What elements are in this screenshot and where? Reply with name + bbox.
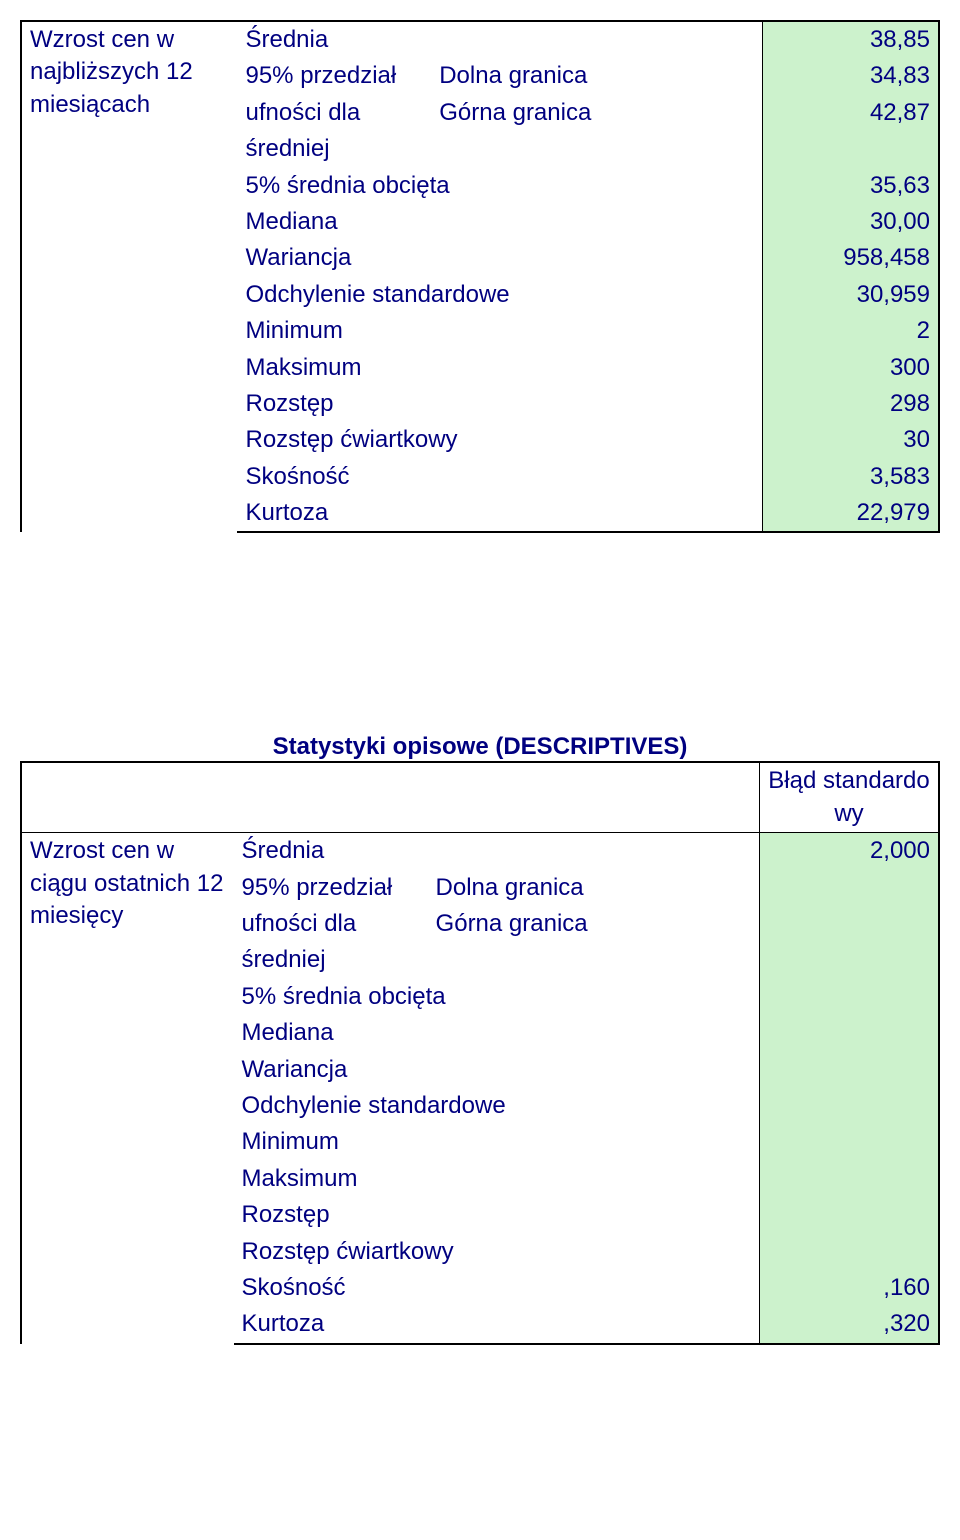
stat-label: 95% przedział (237, 58, 431, 94)
stat-label: 95% przedział (234, 870, 428, 906)
stat-value (760, 1124, 939, 1160)
stat-value: 30,959 (762, 277, 939, 313)
stat-label: Minimum (237, 313, 762, 349)
stat-sublabel (428, 833, 760, 870)
stat-label: Skośność (237, 459, 762, 495)
stat-label: Wariancja (237, 240, 762, 276)
stat-sublabel: Dolna granica (431, 58, 762, 94)
stat-sublabel (431, 21, 762, 58)
stat-value: 2 (762, 313, 939, 349)
stats-table-1: Wzrost cen w najbliższych 12 miesiącach … (20, 20, 940, 533)
stat-label: średniej (237, 131, 431, 167)
stat-label: Rozstęp ćwiartkowy (234, 1234, 760, 1270)
stat-value: 298 (762, 386, 939, 422)
stat-sublabel: Górna granica (431, 95, 762, 131)
stat-value: 42,87 (762, 95, 939, 131)
stat-label: Rozstęp (234, 1197, 760, 1233)
stat-label: Skośność (234, 1270, 760, 1306)
stat-value: 3,583 (762, 459, 939, 495)
stat-value: 958,458 (762, 240, 939, 276)
stat-value (762, 131, 939, 167)
stat-label: 5% średnia obcięta (237, 168, 762, 204)
stat-sublabel: Górna granica (428, 906, 760, 942)
stats-table-2: Błąd standardo wy Wzrost cen w ciągu ost… (20, 761, 940, 1344)
stat-label: Odchylenie standardowe (234, 1088, 760, 1124)
stat-value: 35,63 (762, 168, 939, 204)
stat-label: Kurtoza (234, 1306, 760, 1343)
stat-value (760, 979, 939, 1015)
stat-value (760, 1088, 939, 1124)
section-title: Statystyki opisowe (DESCRIPTIVES) (20, 733, 940, 761)
stat-sublabel (428, 942, 760, 978)
stat-value: ,160 (760, 1270, 939, 1306)
stat-value (760, 1015, 939, 1051)
stat-value: 34,83 (762, 58, 939, 94)
stat-label: Wariancja (234, 1052, 760, 1088)
stat-label: Maksimum (234, 1161, 760, 1197)
stat-label: Rozstęp ćwiartkowy (237, 422, 762, 458)
stat-value (760, 870, 939, 906)
stat-value (760, 1161, 939, 1197)
stat-label: średniej (234, 942, 428, 978)
stat-sublabel: Dolna granica (428, 870, 760, 906)
stat-value (760, 906, 939, 942)
stat-label: Odchylenie standardowe (237, 277, 762, 313)
header-empty (234, 762, 428, 832)
stat-label: Mediana (237, 204, 762, 240)
stat-label: 5% średnia obcięta (234, 979, 760, 1015)
stat-value: 30,00 (762, 204, 939, 240)
stat-value: 300 (762, 350, 939, 386)
stat-label: Średnia (234, 833, 428, 870)
stat-value: ,320 (760, 1306, 939, 1343)
row-variable-label: Wzrost cen w najbliższych 12 miesiącach (21, 21, 237, 532)
row-variable-label: Wzrost cen w ciągu ostatnich 12 miesięcy (21, 833, 234, 1344)
stat-label: ufności dla (237, 95, 431, 131)
stat-label: Minimum (234, 1124, 760, 1160)
stat-value (760, 1234, 939, 1270)
stat-label: Rozstęp (237, 386, 762, 422)
stat-label: Mediana (234, 1015, 760, 1051)
stat-label: ufności dla (234, 906, 428, 942)
header-empty (21, 762, 234, 832)
stat-value (760, 1197, 939, 1233)
stat-label: Maksimum (237, 350, 762, 386)
stat-value: 38,85 (762, 21, 939, 58)
stat-sublabel (431, 131, 762, 167)
header-empty (428, 762, 760, 832)
stat-label: Kurtoza (237, 495, 762, 532)
stat-label: Średnia (237, 21, 431, 58)
stat-value (760, 1052, 939, 1088)
stat-value: 2,000 (760, 833, 939, 870)
stat-value: 22,979 (762, 495, 939, 532)
stat-value: 30 (762, 422, 939, 458)
stat-value (760, 942, 939, 978)
header-stderr: Błąd standardo wy (760, 762, 939, 832)
